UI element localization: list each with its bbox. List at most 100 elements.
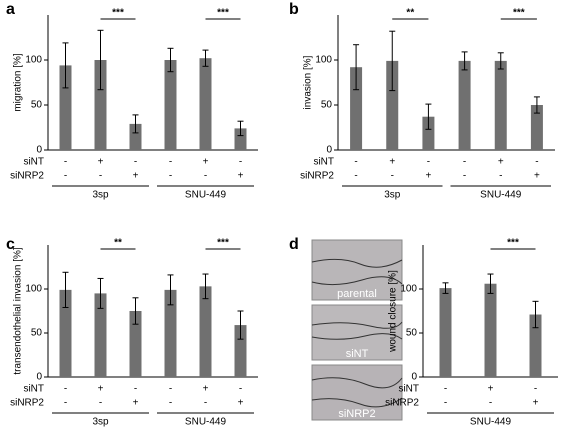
row-symbol: - [444, 384, 447, 395]
bar [129, 311, 142, 377]
row-label: siNT [23, 384, 44, 395]
row-symbol: - [169, 171, 172, 182]
row-symbol: - [239, 157, 242, 168]
bar [350, 67, 363, 150]
row-symbol: + [98, 384, 104, 395]
row-symbol: + [203, 157, 209, 168]
row-label: siNT [398, 384, 419, 395]
bar [94, 293, 107, 377]
micrograph-label: siNRP2 [338, 408, 375, 420]
bar [94, 60, 107, 150]
error-bar [389, 30, 396, 92]
row-symbol: + [238, 171, 244, 182]
error-bar [132, 114, 139, 134]
row-label: siNT [23, 157, 44, 168]
error-bar [533, 96, 540, 114]
row-label: siNT [313, 157, 334, 168]
row-symbol: - [64, 384, 67, 395]
error-bar [62, 271, 69, 308]
row-label: siNRP2 [10, 398, 44, 409]
row-symbol: - [134, 157, 137, 168]
panel-label: a [6, 1, 15, 18]
significance-label: *** [112, 8, 124, 19]
y-axis-title: migration [%] [13, 53, 24, 112]
row-symbol: + [389, 157, 395, 168]
bar [199, 58, 212, 151]
significance-label: *** [217, 8, 229, 19]
micrographs: parental siNT siNRP2 [311, 239, 403, 421]
y-tick-label: 50 [406, 328, 418, 339]
row-symbol: - [204, 398, 207, 409]
row-symbol: - [534, 384, 537, 395]
error-bar [97, 29, 104, 91]
bar [494, 60, 507, 150]
bar [484, 283, 497, 377]
y-tick-label: 100 [25, 284, 42, 295]
micrograph [311, 364, 403, 421]
row-symbol: - [64, 171, 67, 182]
group-label: 3sp [92, 190, 109, 201]
panel-label: c [6, 236, 15, 253]
significance-label: ** [406, 8, 414, 19]
row-symbol: + [533, 398, 539, 409]
row-symbol: + [98, 157, 104, 168]
error-bar [202, 273, 209, 300]
bar [530, 105, 543, 150]
wound-edge [311, 377, 403, 408]
y-tick-label: 0 [36, 145, 42, 156]
group-label: SNU-449 [185, 417, 227, 428]
group-label: SNU-449 [480, 190, 522, 201]
micrograph-label: parental [337, 288, 377, 300]
y-tick-label: 0 [36, 372, 42, 383]
bar [529, 314, 542, 377]
row-symbol: - [535, 157, 538, 168]
error-bar [167, 47, 174, 73]
y-tick-label: 100 [25, 55, 42, 66]
error-bar [237, 310, 244, 340]
row-symbol: + [534, 171, 540, 182]
bar [458, 60, 471, 150]
y-tick-label: 0 [326, 145, 332, 156]
panel-label: d [289, 236, 299, 253]
row-symbol: + [498, 157, 504, 168]
row-symbol: - [99, 398, 102, 409]
significance-label: ** [114, 238, 122, 249]
error-bar [532, 300, 539, 329]
error-bar [167, 274, 174, 306]
panel-label: b [289, 1, 299, 18]
row-symbol: - [239, 384, 242, 395]
bar [439, 288, 452, 377]
group-label: SNU-449 [185, 190, 227, 201]
row-symbol: - [444, 398, 447, 409]
group-label: 3sp [92, 417, 109, 428]
row-label: siNRP2 [385, 398, 419, 409]
row-symbol: - [204, 171, 207, 182]
wound-edge [311, 258, 403, 286]
y-tick-label: 50 [321, 100, 333, 111]
micrograph [311, 304, 403, 361]
error-bar [461, 51, 468, 71]
row-symbol: - [463, 157, 466, 168]
y-tick-label: 50 [31, 100, 43, 111]
row-symbol: - [499, 171, 502, 182]
y-axis-title: invasion [%] [303, 55, 314, 109]
row-label: siNRP2 [10, 171, 44, 182]
error-bar [132, 297, 139, 325]
bar [59, 289, 72, 377]
y-tick-label: 50 [31, 328, 43, 339]
row-symbol: - [134, 384, 137, 395]
error-bar [353, 44, 360, 91]
micrograph [311, 239, 403, 301]
bar [199, 286, 212, 377]
row-symbol: - [64, 398, 67, 409]
y-tick-label: 0 [411, 372, 417, 383]
row-symbol: + [203, 384, 209, 395]
row-symbol: - [489, 398, 492, 409]
micrograph-label: siNT [346, 348, 369, 360]
row-symbol: - [169, 157, 172, 168]
row-label: siNRP2 [300, 171, 334, 182]
y-tick-label: 100 [315, 55, 332, 66]
error-bar [237, 120, 244, 137]
